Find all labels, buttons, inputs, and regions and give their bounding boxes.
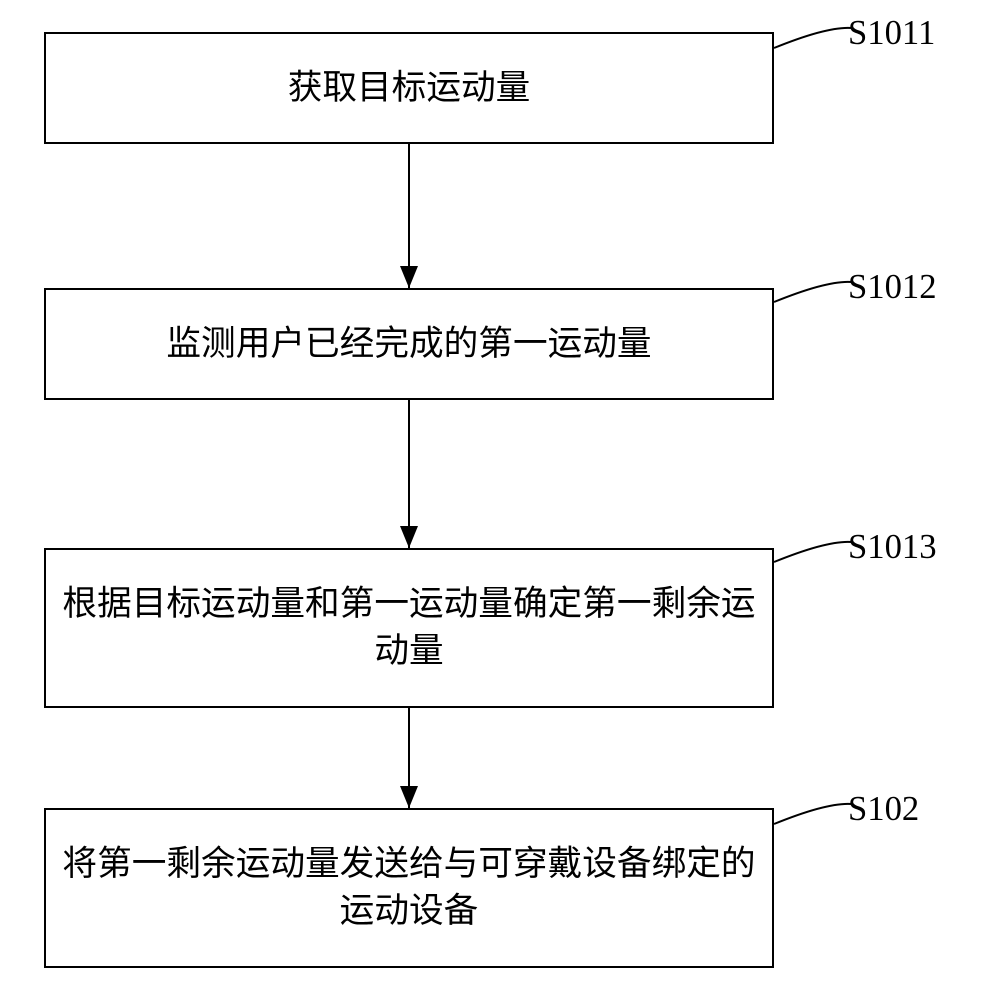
flow-node-label: S1012 <box>848 268 937 307</box>
flow-node-n4: 将第一剩余运动量发送给与可穿戴设备绑定的运动设备 <box>44 808 774 968</box>
flow-node-text: 根据目标运动量和第一运动量确定第一剩余运动量 <box>56 581 762 675</box>
flow-node-n3: 根据目标运动量和第一运动量确定第一剩余运动量 <box>44 548 774 708</box>
flow-node-label: S102 <box>848 790 919 829</box>
flow-node-label: S1013 <box>848 528 937 567</box>
flow-node-text: 获取目标运动量 <box>288 65 531 112</box>
flow-node-n1: 获取目标运动量 <box>44 32 774 144</box>
flow-node-text: 监测用户已经完成的第一运动量 <box>166 321 651 368</box>
flow-node-n2: 监测用户已经完成的第一运动量 <box>44 288 774 400</box>
label-connector <box>774 804 852 824</box>
flow-node-label: S1011 <box>848 14 935 53</box>
label-connector <box>774 28 852 48</box>
label-connector <box>774 542 852 562</box>
label-connector <box>774 282 852 302</box>
flowchart-canvas: 获取目标运动量 S1011 监测用户已经完成的第一运动量 S1012 根据目标运动量和第… <box>0 0 986 1000</box>
flow-node-text: 将第一剩余运动量发送给与可穿戴设备绑定的运动设备 <box>56 841 762 935</box>
